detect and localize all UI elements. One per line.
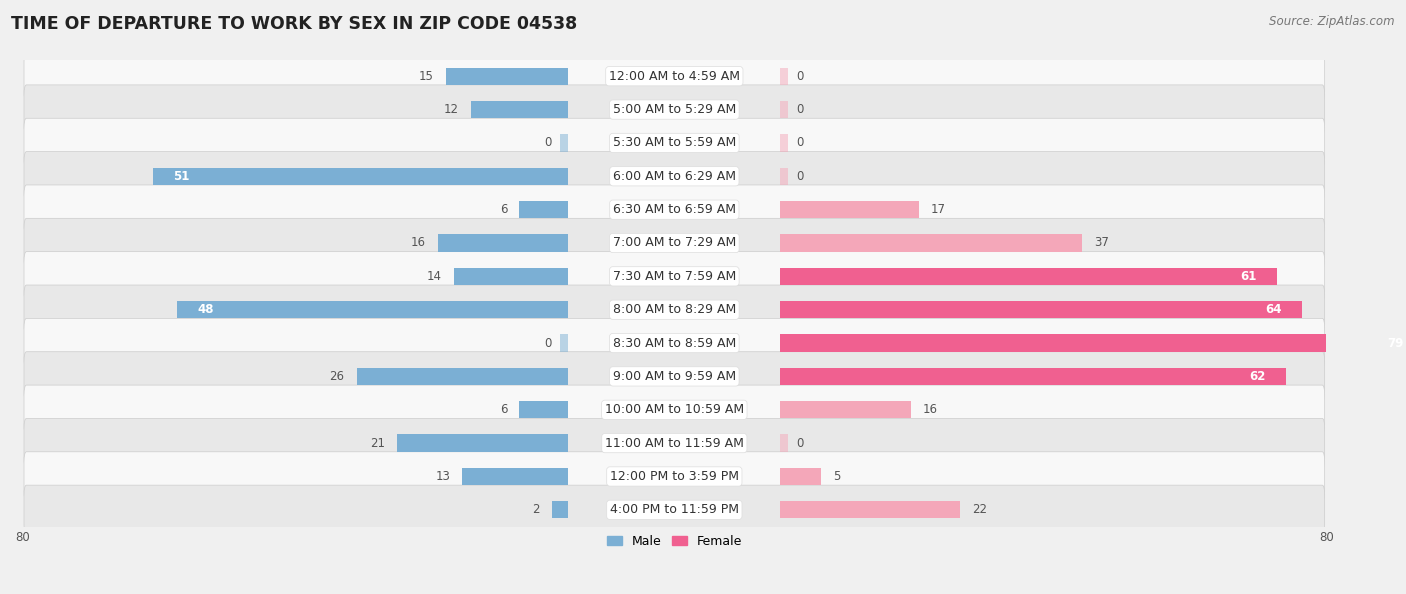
Bar [463, 468, 568, 485]
Bar [398, 434, 568, 452]
Bar [780, 168, 789, 185]
Text: 0: 0 [797, 103, 804, 116]
Text: 4:00 PM to 11:59 PM: 4:00 PM to 11:59 PM [610, 503, 738, 516]
FancyBboxPatch shape [24, 151, 1324, 201]
Text: 61: 61 [1240, 270, 1257, 283]
Text: 0: 0 [797, 69, 804, 83]
Text: 16: 16 [922, 403, 938, 416]
Text: 0: 0 [797, 170, 804, 183]
Text: 5:00 AM to 5:29 AM: 5:00 AM to 5:29 AM [613, 103, 735, 116]
Text: 9:00 AM to 9:59 AM: 9:00 AM to 9:59 AM [613, 370, 735, 383]
FancyBboxPatch shape [24, 485, 1324, 535]
FancyBboxPatch shape [24, 252, 1324, 301]
Legend: Male, Female: Male, Female [602, 530, 747, 553]
Bar [780, 234, 1081, 252]
Text: 64: 64 [1265, 303, 1281, 316]
Bar [780, 301, 1302, 318]
Bar [446, 68, 568, 85]
Bar [780, 68, 789, 85]
FancyBboxPatch shape [24, 185, 1324, 234]
Bar [177, 301, 568, 318]
Text: 51: 51 [173, 170, 190, 183]
Text: 7:30 AM to 7:59 AM: 7:30 AM to 7:59 AM [613, 270, 735, 283]
Text: 12: 12 [443, 103, 458, 116]
Text: 17: 17 [931, 203, 946, 216]
Text: 6:30 AM to 6:59 AM: 6:30 AM to 6:59 AM [613, 203, 735, 216]
FancyBboxPatch shape [24, 52, 1324, 101]
Text: 12:00 PM to 3:59 PM: 12:00 PM to 3:59 PM [610, 470, 738, 483]
FancyBboxPatch shape [24, 85, 1324, 134]
Text: 6: 6 [499, 203, 508, 216]
Text: 15: 15 [419, 69, 434, 83]
FancyBboxPatch shape [24, 418, 1324, 468]
Text: 6: 6 [499, 403, 508, 416]
Text: 0: 0 [544, 137, 553, 150]
Text: 22: 22 [972, 503, 987, 516]
Text: 21: 21 [370, 437, 385, 450]
Text: 0: 0 [797, 437, 804, 450]
Bar [780, 101, 789, 118]
Bar [780, 501, 959, 519]
Text: 11:00 AM to 11:59 AM: 11:00 AM to 11:59 AM [605, 437, 744, 450]
FancyBboxPatch shape [24, 318, 1324, 368]
Text: 7:00 AM to 7:29 AM: 7:00 AM to 7:29 AM [613, 236, 735, 249]
Text: 14: 14 [427, 270, 441, 283]
Bar [780, 201, 920, 219]
Text: 0: 0 [797, 137, 804, 150]
Bar [780, 368, 1285, 385]
Text: 8:30 AM to 8:59 AM: 8:30 AM to 8:59 AM [613, 337, 735, 349]
Text: 6:00 AM to 6:29 AM: 6:00 AM to 6:29 AM [613, 170, 735, 183]
Text: 2: 2 [533, 503, 540, 516]
Bar [553, 501, 568, 519]
Bar [780, 334, 1406, 352]
FancyBboxPatch shape [24, 285, 1324, 334]
Text: 5:30 AM to 5:59 AM: 5:30 AM to 5:59 AM [613, 137, 735, 150]
Text: 10:00 AM to 10:59 AM: 10:00 AM to 10:59 AM [605, 403, 744, 416]
Bar [780, 401, 911, 418]
Text: 8:00 AM to 8:29 AM: 8:00 AM to 8:29 AM [613, 303, 735, 316]
Bar [153, 168, 568, 185]
Text: 12:00 AM to 4:59 AM: 12:00 AM to 4:59 AM [609, 69, 740, 83]
FancyBboxPatch shape [24, 452, 1324, 501]
FancyBboxPatch shape [24, 352, 1324, 401]
Text: 0: 0 [544, 337, 553, 349]
Bar [471, 101, 568, 118]
FancyBboxPatch shape [24, 219, 1324, 268]
Text: 16: 16 [411, 236, 426, 249]
Text: 13: 13 [436, 470, 450, 483]
Bar [780, 268, 1278, 285]
Text: 62: 62 [1249, 370, 1265, 383]
Bar [780, 134, 789, 151]
Text: Source: ZipAtlas.com: Source: ZipAtlas.com [1270, 15, 1395, 28]
Text: 79: 79 [1388, 337, 1403, 349]
Text: 37: 37 [1094, 236, 1109, 249]
Bar [560, 134, 568, 151]
Bar [519, 201, 568, 219]
Text: 48: 48 [198, 303, 214, 316]
Bar [519, 401, 568, 418]
FancyBboxPatch shape [24, 385, 1324, 434]
Bar [560, 334, 568, 352]
Bar [780, 434, 789, 452]
Text: TIME OF DEPARTURE TO WORK BY SEX IN ZIP CODE 04538: TIME OF DEPARTURE TO WORK BY SEX IN ZIP … [11, 15, 578, 33]
Text: 5: 5 [834, 470, 841, 483]
Bar [780, 468, 821, 485]
Bar [439, 234, 568, 252]
Bar [454, 268, 568, 285]
FancyBboxPatch shape [24, 118, 1324, 168]
Bar [357, 368, 568, 385]
Text: 26: 26 [329, 370, 344, 383]
